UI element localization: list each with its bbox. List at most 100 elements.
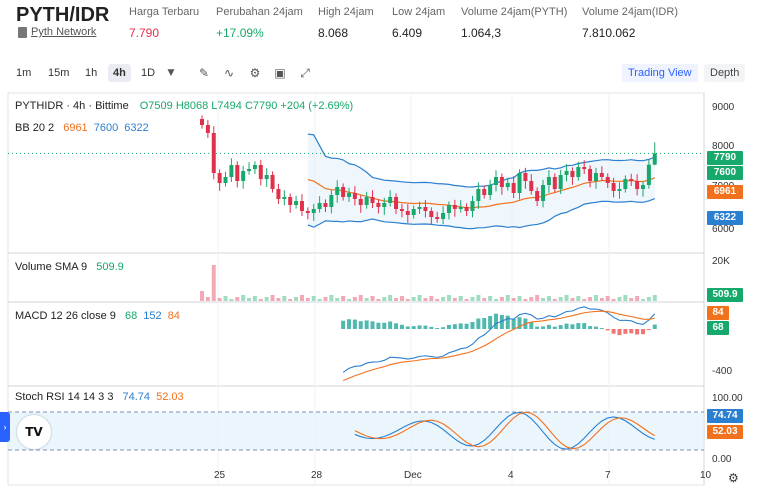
interval-1h[interactable]: 1h xyxy=(85,67,98,79)
volume-bar xyxy=(470,297,475,301)
candle-body xyxy=(235,165,240,181)
book-icon xyxy=(18,26,27,38)
interval-1d[interactable]: 1D xyxy=(141,67,156,79)
candle-body xyxy=(593,173,598,181)
indicators-icon[interactable]: ∿ xyxy=(223,66,235,80)
interval-4h[interactable]: 4h xyxy=(108,64,131,82)
macd-histogram-bar xyxy=(417,325,422,329)
macd-tick: -400 xyxy=(712,366,733,377)
macd-histogram-bar xyxy=(452,324,457,329)
network-link[interactable]: Pyth Network xyxy=(18,26,96,38)
network-label: Pyth Network xyxy=(31,26,97,38)
macd-line xyxy=(342,306,656,373)
chevron-down-icon[interactable]: ▼ xyxy=(167,68,175,78)
chart-settings-icon[interactable]: ⚙ xyxy=(728,471,739,485)
bollinger-band xyxy=(307,133,655,230)
time-tick: 25 xyxy=(214,470,226,481)
macd-histogram-bar xyxy=(464,323,469,329)
macd-histogram-bar xyxy=(399,324,404,329)
volume-bar xyxy=(258,299,263,301)
macd-histogram-bar xyxy=(541,326,546,329)
volume-bar xyxy=(317,299,322,301)
macd-histogram-bar xyxy=(429,326,434,329)
volume-bar xyxy=(382,297,387,301)
candle-body xyxy=(576,167,581,177)
volume-bar xyxy=(605,296,610,301)
volume-bar xyxy=(476,295,481,301)
macd-histogram-bar xyxy=(582,323,587,329)
interval-15m[interactable]: 15m xyxy=(48,67,70,79)
volume-bar xyxy=(376,299,381,301)
volume-bar xyxy=(352,297,357,301)
macd-signal-tag: 84 xyxy=(707,306,729,320)
candle-body xyxy=(505,183,510,187)
chart-canvas[interactable] xyxy=(0,90,771,501)
draw-icon[interactable]: ✎ xyxy=(198,66,210,80)
volume-bars xyxy=(200,265,657,301)
stoch-k-line xyxy=(354,411,655,450)
volume-bar xyxy=(423,298,428,301)
ohlc-values: O7509 H8068 L7494 C7790 +204 (+2.69%) xyxy=(139,100,354,112)
fullscreen-icon[interactable]: ⤢ xyxy=(300,66,310,80)
macd-histogram-bar xyxy=(652,324,657,329)
macd-histogram-bar xyxy=(629,329,634,334)
candle-body xyxy=(541,185,546,201)
volume-bar xyxy=(358,295,363,301)
trading-view-button[interactable]: Trading View xyxy=(622,64,698,82)
bb-lower-value: 6322 xyxy=(124,122,149,134)
candle-body xyxy=(341,187,346,197)
candle-body xyxy=(399,209,404,211)
macd-hist-value: 68 xyxy=(124,310,138,322)
settings-icon[interactable]: ⚙ xyxy=(249,66,261,80)
depth-button[interactable]: Depth xyxy=(704,64,746,82)
candle-body xyxy=(494,177,498,185)
volume-bar xyxy=(576,296,581,301)
candle-body xyxy=(394,197,399,209)
volume-bar xyxy=(311,296,316,301)
trading-chart[interactable]: PYTHIDR · 4h · Bittime O7509 H8068 L7494… xyxy=(0,90,771,501)
stoch-legend[interactable]: Stoch RSI 14 14 3 3 74.74 52.03 xyxy=(15,391,184,403)
volume-bar xyxy=(229,299,234,301)
candle-body xyxy=(535,191,540,201)
volume-sma-tag: 509.9 xyxy=(707,288,743,302)
candle-body xyxy=(288,197,293,205)
save-icon[interactable]: ▣ xyxy=(274,66,286,80)
macd-histogram-bar xyxy=(458,323,463,329)
macd-histogram-bar xyxy=(641,329,645,335)
volume-bar xyxy=(417,295,422,301)
macd-histogram-bar xyxy=(635,329,640,335)
candle-body xyxy=(646,164,651,185)
collapse-handle[interactable]: › xyxy=(0,412,10,442)
candle-body xyxy=(358,199,363,205)
candles xyxy=(200,115,657,225)
volume-bar xyxy=(464,299,469,301)
stoch-k-tag: 74.74 xyxy=(707,409,743,423)
stat-value: 1.064,3 xyxy=(461,26,502,40)
macd-legend[interactable]: MACD 12 26 close 9 68 152 84 xyxy=(15,310,180,322)
volume-bar xyxy=(505,295,510,301)
tradingview-logo[interactable]: TV xyxy=(17,415,51,449)
candle-body xyxy=(305,211,310,213)
volume-bar xyxy=(641,299,645,301)
candle-body xyxy=(435,217,440,219)
candle-body xyxy=(599,173,604,177)
candle-body xyxy=(588,169,593,181)
candle-body xyxy=(546,177,551,185)
bb-legend[interactable]: BB 20 2 6961 7600 6322 xyxy=(15,122,149,134)
macd-histogram-bar xyxy=(511,318,516,329)
candle-body xyxy=(552,177,557,189)
bb-fill xyxy=(307,134,655,229)
stoch-d-line xyxy=(354,411,656,450)
candle-body xyxy=(205,125,210,133)
macd-histogram-bar xyxy=(347,319,351,329)
candle-body xyxy=(376,203,381,207)
bb-lower-line xyxy=(307,198,655,230)
volume-legend[interactable]: Volume SMA 9 509.9 xyxy=(15,261,124,273)
macd-label: MACD 12 26 close 9 xyxy=(15,310,116,322)
last-price-tag: 7790 xyxy=(707,151,743,165)
volume-bar xyxy=(646,297,651,301)
interval-1m[interactable]: 1m xyxy=(16,67,32,79)
volume-bar xyxy=(299,295,304,301)
candle-body xyxy=(382,203,387,207)
volume-bar xyxy=(294,297,299,301)
